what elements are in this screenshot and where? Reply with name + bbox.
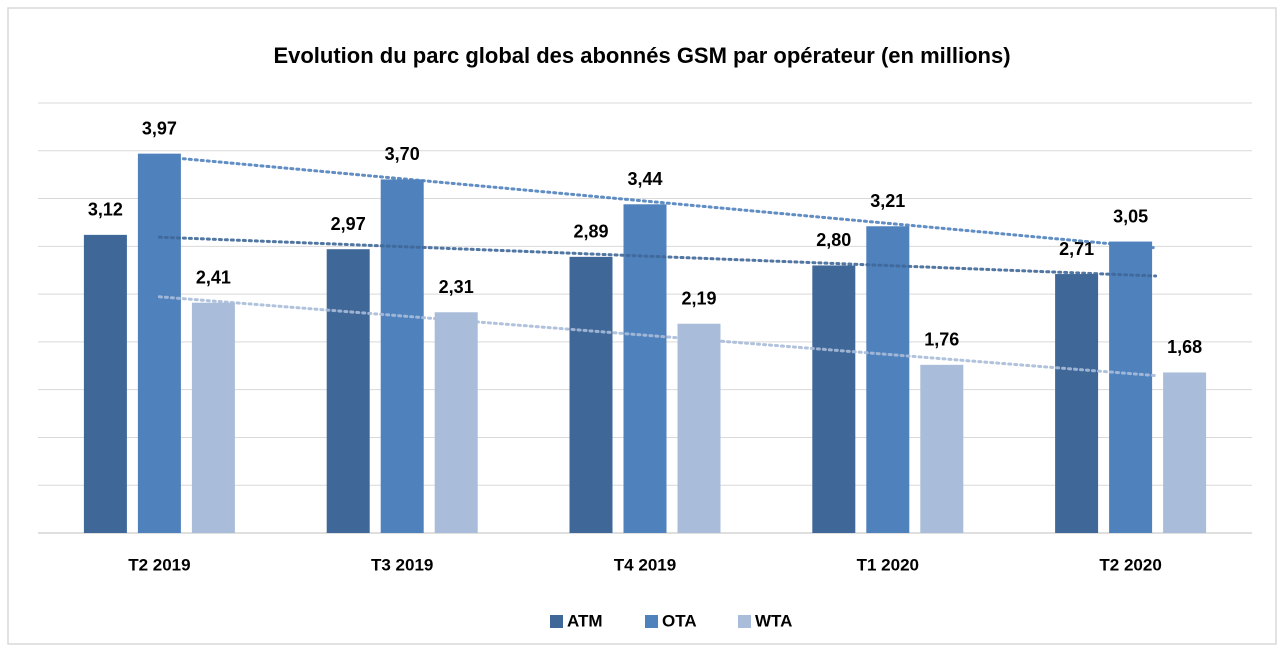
bar <box>569 256 613 533</box>
bar <box>137 153 181 533</box>
data-label: 2,31 <box>439 277 474 297</box>
bar <box>83 234 127 533</box>
bar <box>866 226 910 533</box>
data-label: 2,41 <box>196 267 231 287</box>
x-tick-label: T3 2019 <box>371 555 433 574</box>
legend-swatch <box>738 615 751 628</box>
bar <box>380 179 424 533</box>
data-label: 3,12 <box>88 200 123 220</box>
bar <box>1109 241 1153 534</box>
bar <box>677 323 721 533</box>
legend-swatch <box>645 615 658 628</box>
bar <box>1163 372 1207 533</box>
data-label: 3,44 <box>627 169 662 189</box>
trendline <box>157 155 1158 250</box>
legend-label: ATM <box>567 611 603 630</box>
bar <box>326 249 370 533</box>
data-label: 2,89 <box>573 222 608 242</box>
bar <box>812 265 856 533</box>
legend-label: OTA <box>662 611 697 630</box>
trendline <box>157 295 1158 378</box>
data-label: 2,80 <box>816 230 851 250</box>
legend-label: WTA <box>755 611 792 630</box>
legend-swatch <box>550 615 563 628</box>
data-label: 3,97 <box>142 118 177 138</box>
data-label: 2,71 <box>1059 239 1094 259</box>
data-label: 2,19 <box>681 288 716 308</box>
data-label: 1,76 <box>924 330 959 350</box>
data-label: 3,21 <box>870 191 905 211</box>
data-label: 3,05 <box>1113 206 1148 226</box>
data-label: 3,70 <box>385 144 420 164</box>
bar <box>191 302 235 533</box>
data-label: 1,68 <box>1167 337 1202 357</box>
x-tick-label: T2 2020 <box>1099 555 1161 574</box>
bar <box>1055 274 1099 533</box>
trendline <box>157 235 1158 278</box>
x-tick-label: T4 2019 <box>614 555 676 574</box>
x-tick-label: T2 2019 <box>128 555 190 574</box>
bar <box>920 364 964 533</box>
bar <box>623 204 667 534</box>
bar <box>434 312 478 533</box>
x-tick-label: T1 2020 <box>857 555 919 574</box>
chart-title: Evolution du parc global des abonnés GSM… <box>273 43 1010 68</box>
data-label: 2,97 <box>331 214 366 234</box>
